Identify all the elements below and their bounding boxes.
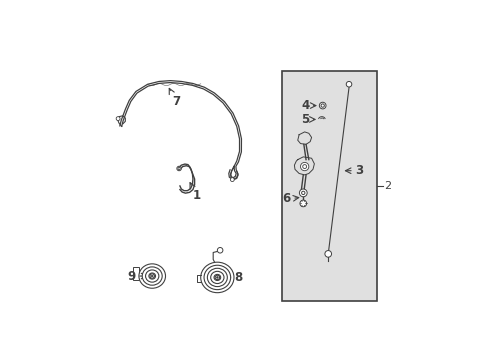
Circle shape (215, 275, 219, 280)
Circle shape (300, 162, 308, 171)
Circle shape (151, 275, 153, 277)
Text: 3: 3 (354, 164, 362, 177)
Text: 4: 4 (301, 99, 309, 112)
Circle shape (230, 177, 234, 181)
Text: 5: 5 (301, 113, 309, 126)
Circle shape (346, 81, 351, 87)
Circle shape (116, 117, 120, 121)
Text: 2: 2 (383, 181, 390, 191)
Text: 7: 7 (172, 95, 180, 108)
Ellipse shape (142, 267, 162, 285)
Ellipse shape (139, 264, 165, 288)
Circle shape (216, 276, 218, 278)
Circle shape (302, 165, 306, 168)
Circle shape (217, 247, 223, 253)
Ellipse shape (203, 265, 230, 290)
Ellipse shape (207, 268, 227, 287)
Ellipse shape (210, 271, 224, 284)
Circle shape (324, 251, 331, 257)
Text: 1: 1 (193, 189, 201, 202)
Text: 9: 9 (127, 270, 135, 283)
Ellipse shape (148, 273, 155, 279)
Ellipse shape (145, 270, 159, 282)
Circle shape (319, 102, 325, 109)
Circle shape (177, 166, 181, 171)
Circle shape (299, 200, 306, 207)
Circle shape (299, 189, 306, 197)
Ellipse shape (200, 262, 233, 293)
Circle shape (301, 191, 305, 194)
Text: 6: 6 (282, 192, 290, 205)
Text: 8: 8 (234, 271, 242, 284)
Ellipse shape (214, 274, 220, 280)
Bar (282, 71, 376, 301)
Circle shape (178, 167, 180, 170)
Circle shape (150, 274, 154, 278)
FancyBboxPatch shape (133, 267, 139, 280)
Circle shape (320, 104, 324, 107)
